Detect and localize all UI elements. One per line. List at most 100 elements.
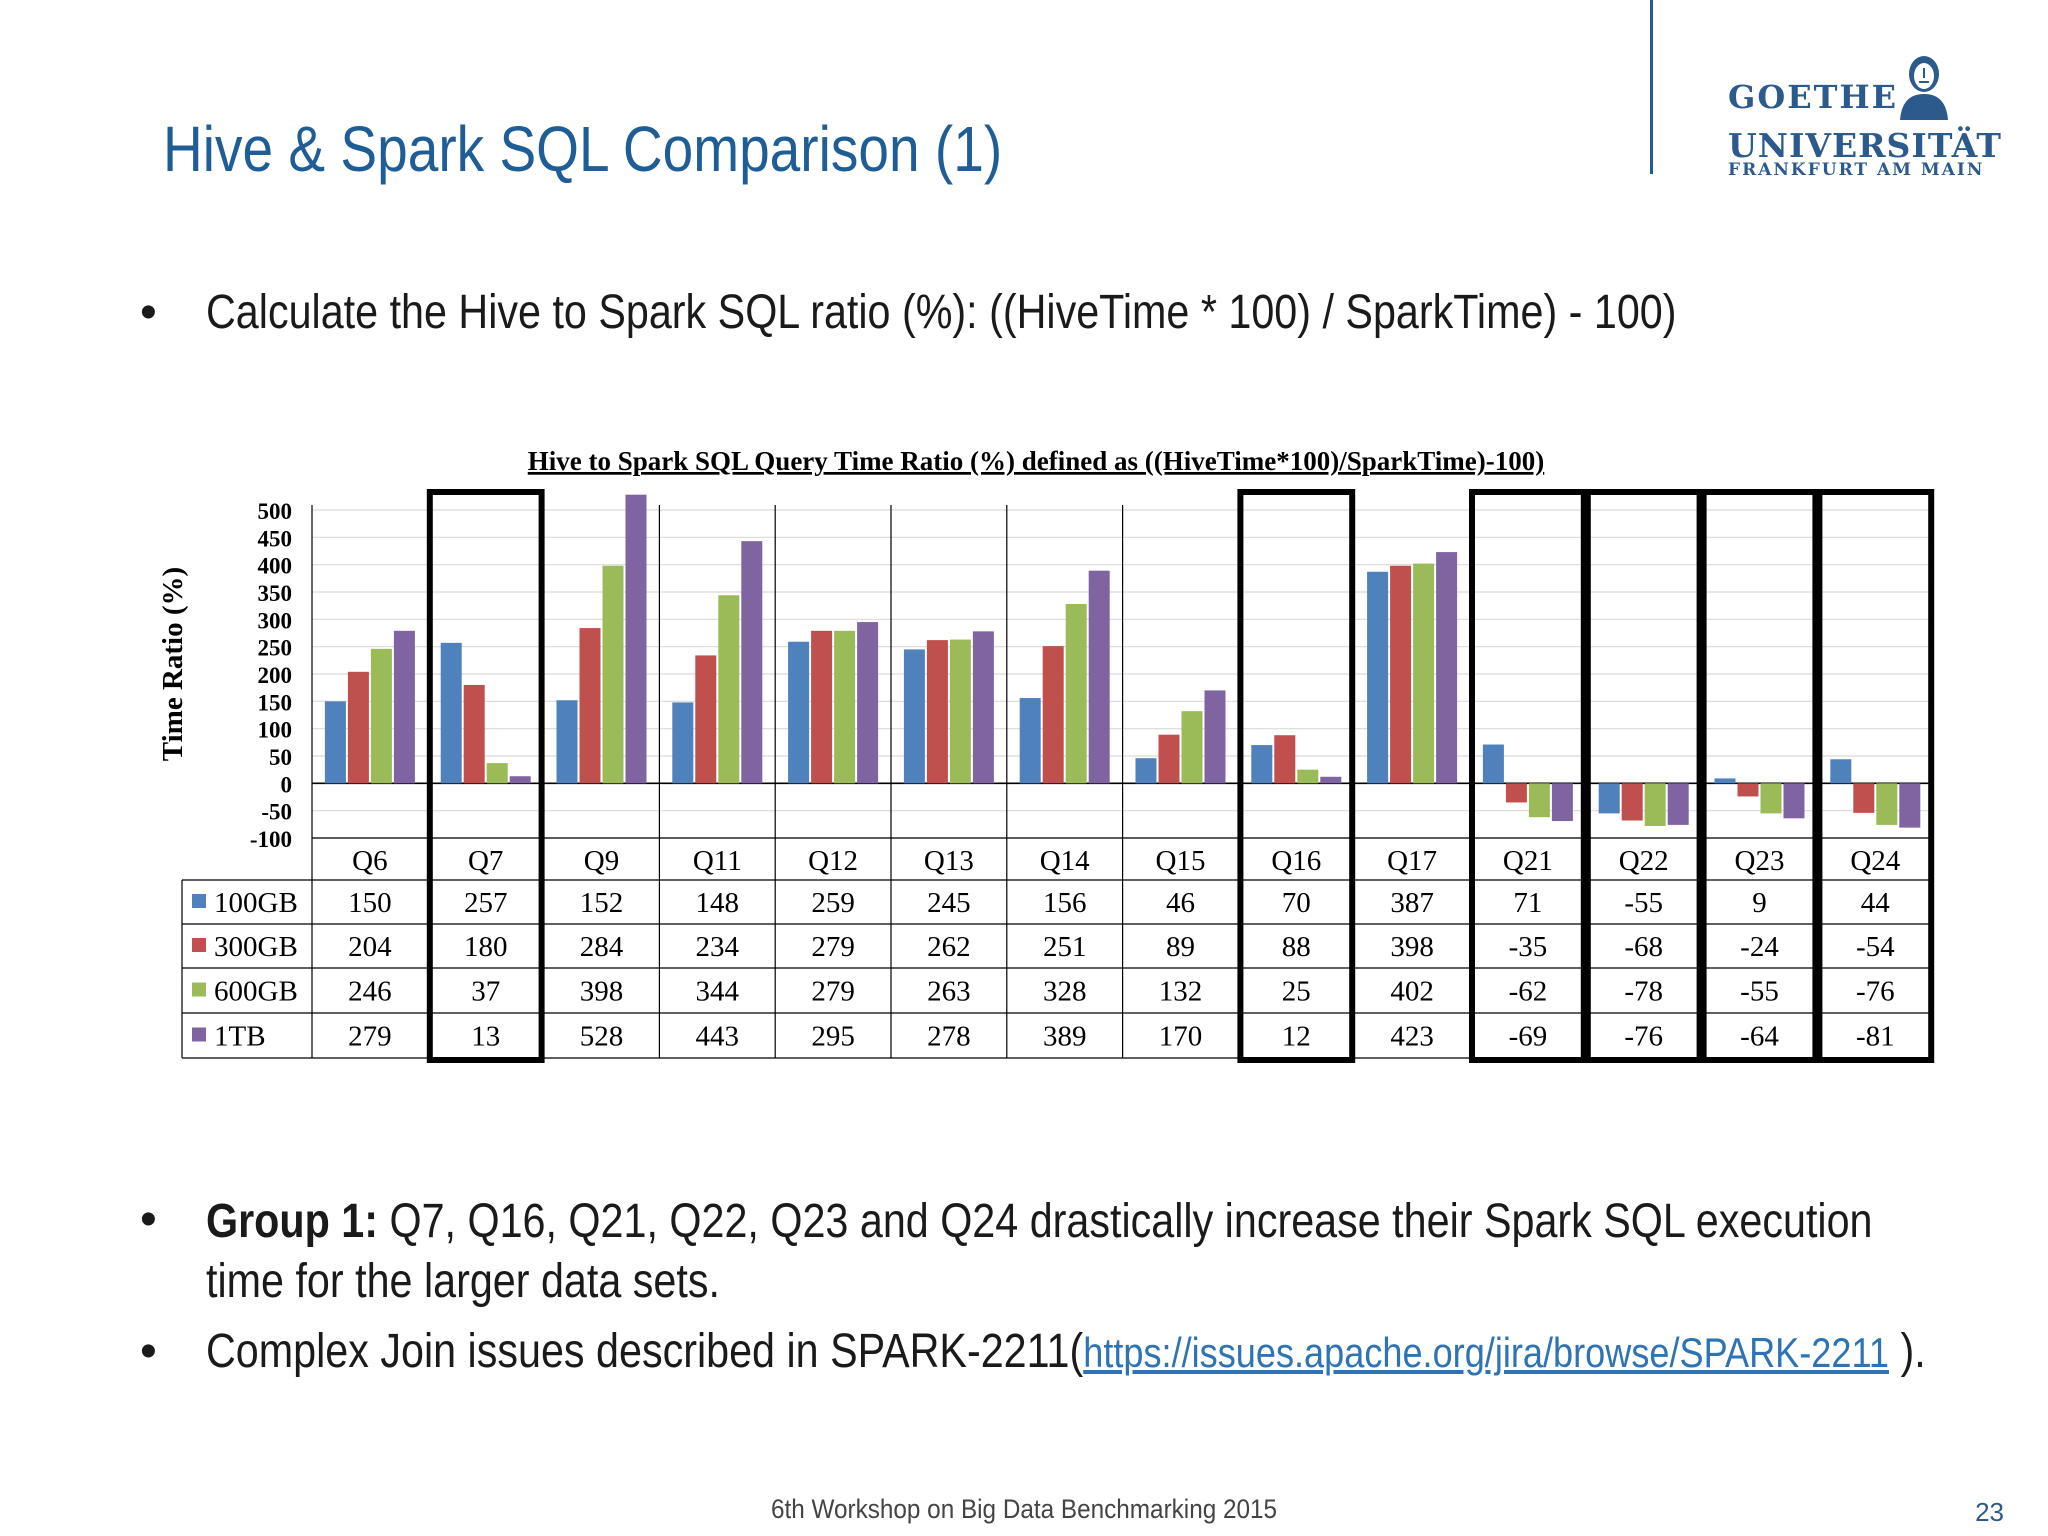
data-value: 443 <box>696 1021 740 1053</box>
highlight-box-q21 <box>1469 489 1587 1063</box>
data-value: -55 <box>1624 887 1663 919</box>
bar-100gb-q24 <box>1830 759 1852 784</box>
goethe-portrait-icon <box>1900 56 1948 120</box>
bar-600gb-q16 <box>1297 769 1319 784</box>
data-value: 150 <box>348 887 392 919</box>
data-value: 245 <box>927 887 971 919</box>
university-logo: GOETHE UNIVERSITÄT FRANKFURT AM MAIN <box>1728 48 2001 188</box>
data-value: -81 <box>1856 1021 1895 1053</box>
data-value: 234 <box>696 931 740 963</box>
bar-1tb-q16 <box>1320 776 1342 784</box>
y-tick-label: -100 <box>250 827 292 852</box>
data-value: -35 <box>1509 931 1548 963</box>
bar-1tb-q6 <box>393 630 415 784</box>
page-number: 23 <box>1975 1497 2004 1527</box>
bar-600gb-q17 <box>1413 563 1435 784</box>
data-value: 528 <box>580 1021 624 1053</box>
bar-300gb-q16 <box>1274 735 1296 784</box>
data-value: -78 <box>1624 976 1663 1008</box>
group1-label: Group 1: <box>206 1195 378 1248</box>
highlight-box-q24 <box>1816 489 1935 1063</box>
chart-title: Hive to Spark SQL Query Time Ratio (%) d… <box>528 446 1545 476</box>
highlight-box-q16 <box>1237 489 1356 1063</box>
bar-300gb-q17 <box>1390 565 1412 784</box>
bar-300gb-q7 <box>463 684 485 784</box>
data-value: 132 <box>1159 976 1203 1008</box>
bar-600gb-q14 <box>1065 604 1087 784</box>
y-tick-label: 400 <box>258 554 293 579</box>
data-value: 262 <box>927 931 971 963</box>
y-tick-label: 350 <box>258 581 293 606</box>
data-value: 152 <box>580 887 624 919</box>
bar-1tb-q24 <box>1899 783 1921 828</box>
bullet-dot: • <box>140 286 157 339</box>
join-issue-prefix: Complex Join issues described in SPARK-2… <box>206 1325 1084 1378</box>
legend-swatch <box>192 1027 206 1042</box>
bar-100gb-q23 <box>1714 778 1736 784</box>
highlight-box-q23 <box>1700 489 1819 1063</box>
highlight-box-q7 <box>426 489 545 1063</box>
join-issue-suffix: ). <box>1888 1325 1926 1378</box>
bar-300gb-q13 <box>926 640 948 784</box>
category-label: Q9 <box>584 845 619 877</box>
category-label: Q17 <box>1387 845 1437 877</box>
bar-600gb-q11 <box>718 595 740 784</box>
bar-1tb-q12 <box>857 622 879 784</box>
bar-300gb-q24 <box>1853 783 1875 813</box>
bar-600gb-q7 <box>486 763 508 784</box>
bar-1tb-q17 <box>1436 552 1458 784</box>
bar-1tb-q11 <box>741 541 763 784</box>
bar-100gb-q7 <box>440 642 462 784</box>
data-value: 263 <box>927 976 971 1008</box>
bullet-formula-text: Calculate the Hive to Spark SQL ratio (%… <box>206 286 1677 339</box>
data-value: 13 <box>471 1021 500 1053</box>
data-value: 259 <box>811 887 855 919</box>
bar-1tb-q23 <box>1783 783 1805 819</box>
data-value: 180 <box>464 931 508 963</box>
category-label: Q14 <box>1040 845 1090 877</box>
y-tick-label: 300 <box>258 608 293 633</box>
logo-line-3: FRANKFURT AM MAIN <box>1728 160 1985 180</box>
bar-300gb-q22 <box>1621 783 1643 821</box>
data-value: -55 <box>1740 976 1779 1008</box>
bar-100gb-q21 <box>1482 744 1504 784</box>
data-value: 251 <box>1043 931 1087 963</box>
bar-1tb-q13 <box>972 631 994 784</box>
data-value: 423 <box>1390 1021 1434 1053</box>
bar-600gb-q6 <box>370 648 392 784</box>
bar-100gb-q15 <box>1135 758 1157 784</box>
bar-300gb-q15 <box>1158 734 1180 784</box>
highlight-box-q22 <box>1584 489 1703 1063</box>
y-tick-label: 450 <box>258 526 293 551</box>
y-tick-label: 200 <box>258 663 293 688</box>
bar-600gb-q22 <box>1644 783 1666 826</box>
spark-issue-link[interactable]: https://issues.apache.org/jira/browse/SP… <box>1083 1329 1889 1376</box>
category-label: Q11 <box>693 845 742 877</box>
bar-600gb-q21 <box>1528 783 1550 818</box>
data-value: 295 <box>811 1021 855 1053</box>
header-divider <box>1650 0 1653 174</box>
y-tick-label: 250 <box>258 636 293 661</box>
data-value: 398 <box>1390 931 1434 963</box>
data-value: -68 <box>1624 931 1663 963</box>
bar-100gb-q22 <box>1598 783 1620 814</box>
data-value: -62 <box>1509 976 1548 1008</box>
data-value: 71 <box>1513 887 1542 919</box>
data-value: 44 <box>1861 887 1891 919</box>
legend-swatch <box>192 982 206 997</box>
data-value: 328 <box>1043 976 1087 1008</box>
data-value: 204 <box>348 931 392 963</box>
bullet-dot: • <box>140 1193 157 1246</box>
legend-label: 100GB <box>214 887 298 919</box>
bar-300gb-q21 <box>1505 783 1527 803</box>
data-value: 156 <box>1043 887 1087 919</box>
category-label: Q23 <box>1735 845 1785 877</box>
bullet-dot: • <box>140 1325 157 1378</box>
bar-100gb-q16 <box>1251 745 1273 784</box>
data-value: 46 <box>1166 887 1195 919</box>
data-value: -76 <box>1856 976 1895 1008</box>
data-value: 278 <box>927 1021 971 1053</box>
legend-label: 1TB <box>214 1021 266 1053</box>
legend-swatch <box>192 894 206 908</box>
bar-600gb-q15 <box>1181 711 1203 784</box>
